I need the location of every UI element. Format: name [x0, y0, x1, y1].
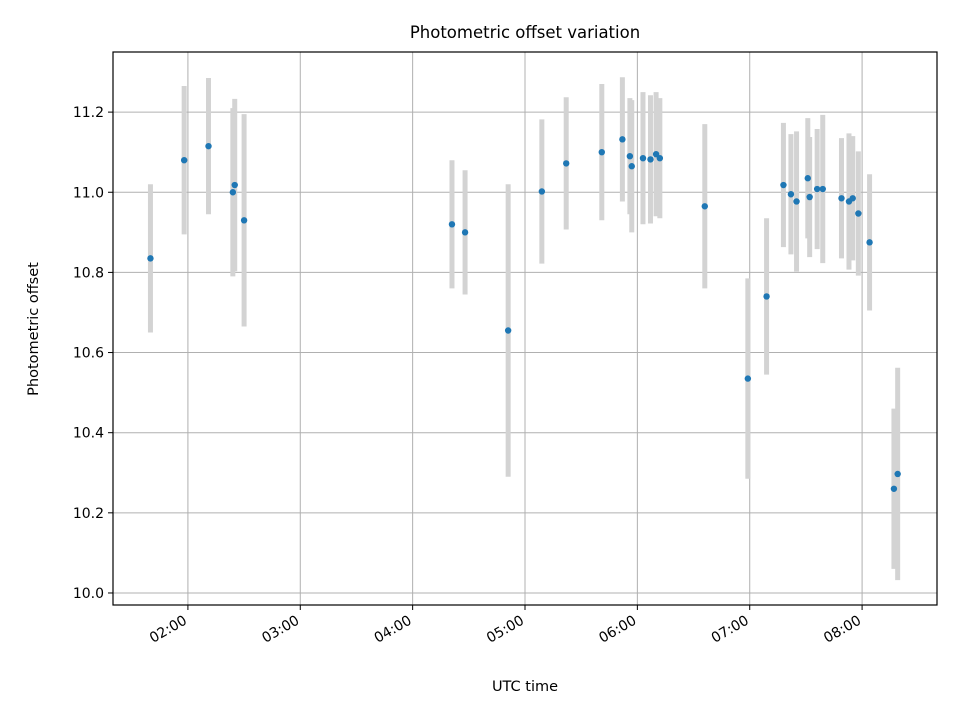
y-tick-label: 11.0 — [73, 185, 104, 201]
data-point — [147, 255, 154, 262]
data-point — [804, 175, 811, 182]
data-point — [701, 203, 708, 210]
data-point — [626, 152, 634, 160]
y-tick-label: 11.2 — [73, 105, 104, 121]
data-point — [461, 229, 469, 236]
data-point — [763, 293, 770, 300]
data-point — [744, 375, 752, 382]
data-point — [205, 142, 212, 150]
data-point — [819, 185, 826, 193]
data-point — [855, 210, 862, 217]
data-point — [838, 195, 845, 202]
data-point — [229, 189, 237, 196]
data-point — [787, 191, 795, 198]
data-point — [598, 148, 605, 156]
chart-title: Photometric offset variation — [410, 23, 640, 42]
data-point — [231, 181, 238, 189]
data-point — [656, 154, 664, 162]
y-tick-label: 10.4 — [73, 426, 104, 442]
x-axis-label: UTC time — [492, 679, 558, 695]
y-axis-label: Photometric offset — [26, 262, 42, 396]
data-point — [647, 156, 654, 163]
data-point — [448, 221, 456, 228]
data-point — [894, 470, 901, 478]
y-tick-label: 10.6 — [73, 346, 104, 362]
data-point — [793, 198, 800, 205]
data-point — [538, 188, 546, 195]
data-point — [652, 150, 660, 158]
data-point — [813, 185, 821, 193]
data-point — [628, 163, 635, 170]
y-tick-label: 10.0 — [73, 586, 104, 602]
y-tick-label: 10.2 — [73, 506, 104, 522]
y-axis-ticks: 10.0 10.2 10.4 10.6 10.8 11.0 11.2 — [73, 105, 113, 602]
y-tick-label: 10.8 — [73, 265, 104, 281]
data-point — [563, 160, 570, 167]
data-point — [504, 327, 512, 334]
data-point — [639, 154, 647, 162]
data-point — [240, 217, 248, 224]
data-point — [849, 195, 856, 202]
data-points — [147, 136, 901, 492]
data-point — [780, 181, 787, 189]
data-point — [866, 239, 873, 246]
data-point — [890, 485, 898, 492]
data-point — [180, 156, 188, 164]
data-point — [619, 136, 626, 143]
data-point — [806, 193, 813, 201]
